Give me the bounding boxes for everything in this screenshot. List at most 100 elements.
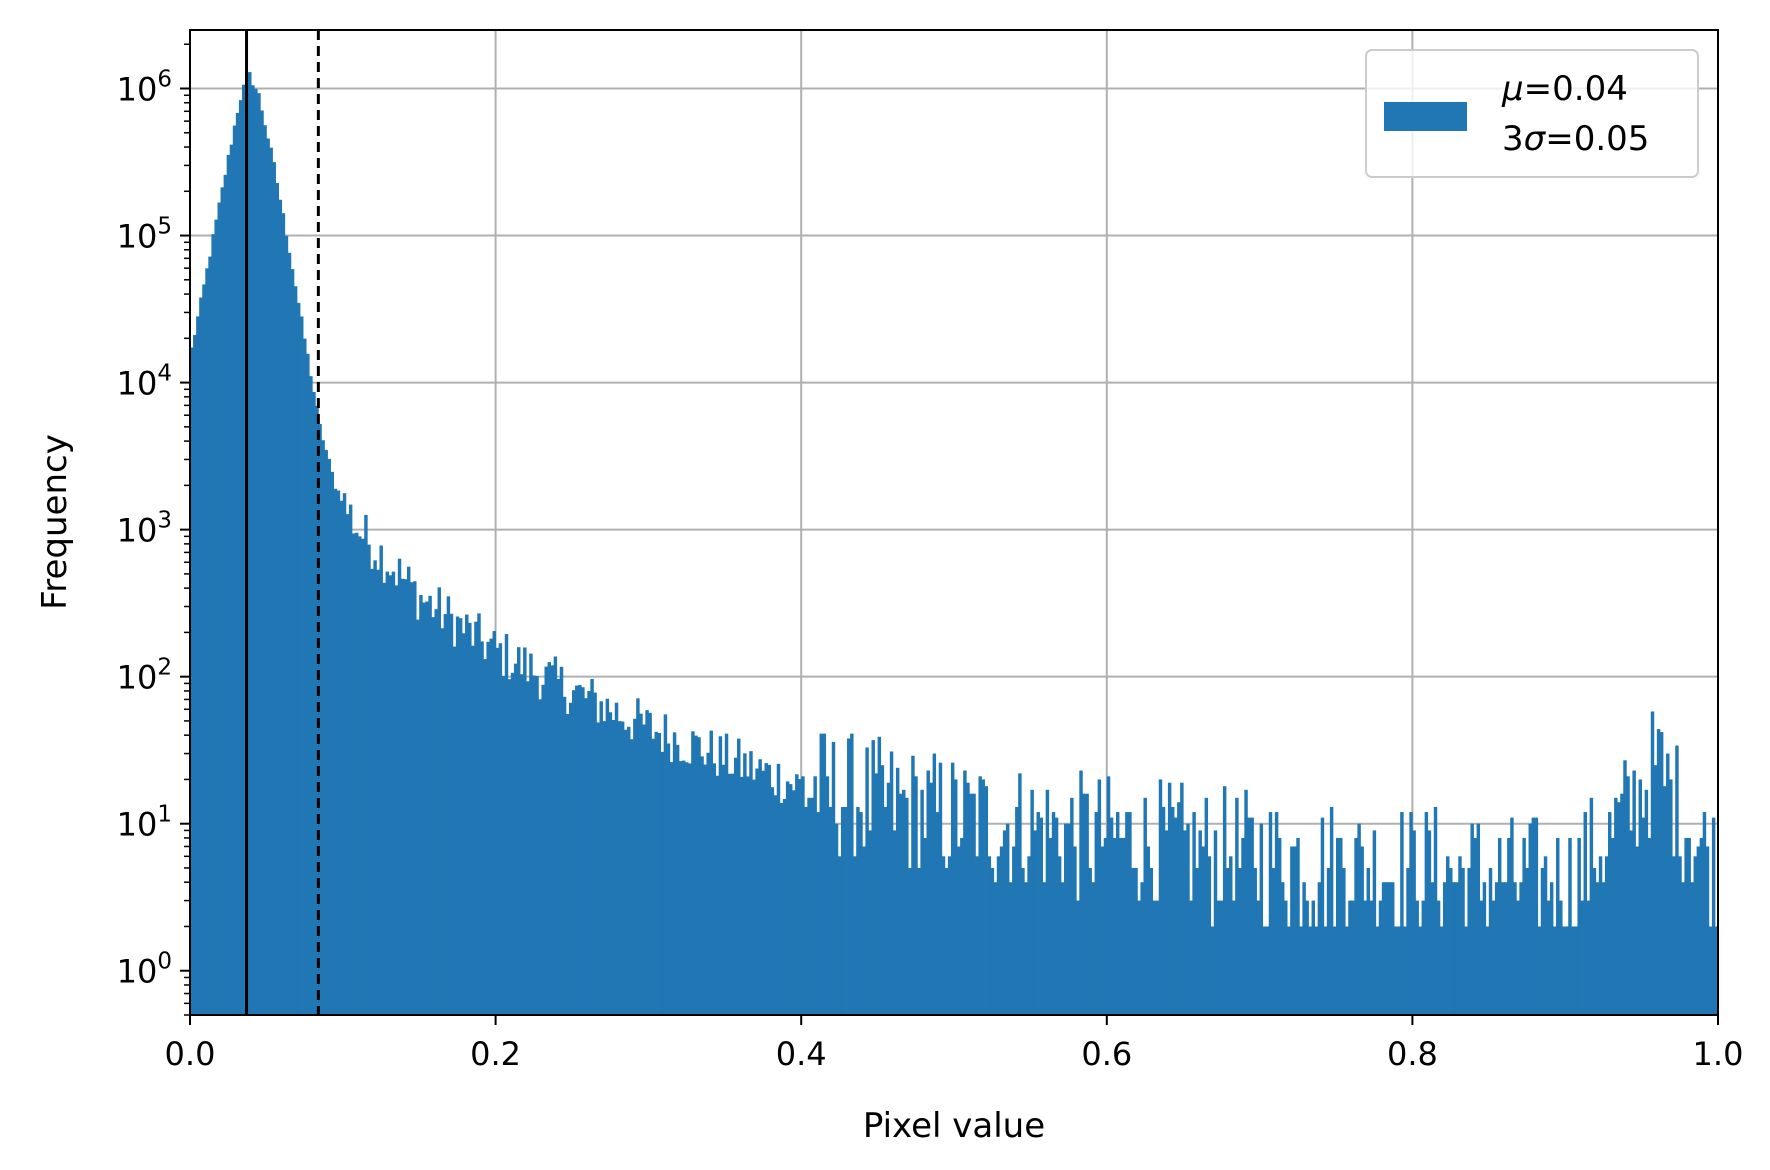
histogram-bar (1336, 837, 1340, 1015)
histogram-bar (611, 719, 616, 1015)
histogram-bar (1626, 776, 1630, 1015)
histogram-bar (1021, 867, 1025, 1015)
histogram-bar (1583, 812, 1587, 1015)
histogram-bar (1348, 900, 1352, 1015)
histogram-bar (361, 538, 365, 1015)
histogram-bar (544, 666, 548, 1015)
histogram-bar (1299, 926, 1303, 1015)
histogram-bar (1042, 882, 1047, 1015)
histogram-bar (1332, 926, 1337, 1015)
histogram-bar (1381, 882, 1386, 1015)
histogram-bar (654, 731, 658, 1015)
histogram-bar (1060, 882, 1065, 1015)
axes-frame (189, 29, 1719, 1016)
histogram-bar (501, 676, 506, 1015)
histogram-bar (715, 775, 720, 1015)
histogram-bar (1571, 926, 1575, 1015)
histogram-bar (1134, 867, 1138, 1015)
histogram-bar (1115, 812, 1120, 1015)
histogram-bar (816, 812, 820, 1015)
histogram-bar (853, 856, 857, 1015)
histogram-bar (590, 678, 594, 1015)
histogram-bar (688, 763, 692, 1015)
histogram-bar (1305, 900, 1309, 1015)
x-tick-label: 0.2 (470, 1035, 521, 1073)
histogram-bar (1394, 926, 1398, 1015)
histogram-bar (1100, 846, 1105, 1015)
histogram-bar (602, 721, 607, 1015)
histogram-bar (333, 488, 338, 1015)
histogram-bar (902, 789, 906, 1015)
histogram-bar (1216, 900, 1221, 1015)
histogram-bar (287, 252, 292, 1015)
histogram-bar (712, 763, 717, 1015)
histogram-bar (1198, 830, 1202, 1015)
histogram-bar (208, 256, 212, 1015)
y-tick-label: 101 (117, 802, 172, 844)
histogram-bar (1556, 837, 1560, 1015)
histogram-bar (293, 286, 298, 1015)
histogram-bar (1467, 867, 1471, 1015)
y-tick-label: 102 (117, 655, 172, 697)
histogram-bar (792, 790, 796, 1015)
histogram-bar (1391, 882, 1395, 1015)
histogram-bar (709, 730, 713, 1015)
histogram-bar (807, 797, 811, 1015)
x-axis-label: Pixel value (863, 1106, 1045, 1146)
histogram-bar (758, 759, 762, 1015)
histogram-bar (355, 532, 359, 1015)
x-tick-label: 0.4 (776, 1035, 827, 1073)
histogram-bar (1363, 900, 1367, 1015)
histogram-bar (1400, 812, 1404, 1015)
histogram-bar (1180, 782, 1184, 1015)
histogram-bar (868, 830, 872, 1015)
histogram-bar (645, 710, 649, 1015)
histogram-bar (1274, 812, 1279, 1015)
histogram-bar (1552, 926, 1557, 1015)
histogram-bar (1057, 856, 1062, 1015)
histogram-bar (535, 676, 539, 1015)
histogram-bar (190, 347, 194, 1015)
histogram-bar (770, 787, 775, 1015)
histogram-bar (944, 867, 949, 1015)
histogram-bar (1210, 926, 1215, 1015)
histogram-bar (248, 72, 252, 1015)
histogram-bar (1329, 806, 1334, 1015)
histogram-bar (348, 504, 353, 1015)
histogram-bar (272, 162, 276, 1016)
histogram-bar (954, 779, 958, 1015)
histogram-bar (367, 544, 371, 1015)
histogram-bar (403, 579, 408, 1015)
histogram-bar (336, 490, 341, 1015)
histogram-bar (550, 665, 555, 1015)
histogram-bar (1268, 812, 1273, 1015)
histogram-bar (1684, 837, 1688, 1015)
histogram-bar (1067, 823, 1071, 1015)
histogram-bar (947, 856, 952, 1015)
histogram-bar (410, 582, 414, 1015)
histogram-bar (810, 797, 814, 1015)
histogram-bar (431, 617, 435, 1015)
histogram-bar (1507, 837, 1511, 1015)
histogram-bar (238, 100, 243, 1015)
histogram-bar (1051, 812, 1056, 1015)
histogram-bar (1452, 882, 1456, 1015)
legend-entry-mean: μ=0.04 (1501, 69, 1628, 109)
histogram-bar (471, 645, 475, 1015)
histogram-bar (776, 763, 781, 1015)
histogram-bar (914, 776, 918, 1015)
histogram-bar (678, 761, 683, 1015)
histogram-bar (254, 88, 258, 1015)
histogram-bar (199, 297, 203, 1016)
histogram-bar (1406, 867, 1410, 1015)
histogram-bar (822, 733, 827, 1015)
histogram-bar (391, 571, 396, 1015)
histogram-bar (1109, 817, 1114, 1015)
histogram-bar (1662, 786, 1667, 1015)
histogram-bar (220, 187, 225, 1016)
histogram-bar (1446, 856, 1450, 1015)
histogram-bar (1238, 867, 1242, 1015)
histogram-bar (202, 284, 206, 1016)
histogram-bar (1543, 856, 1548, 1015)
histogram-bar (608, 712, 613, 1015)
